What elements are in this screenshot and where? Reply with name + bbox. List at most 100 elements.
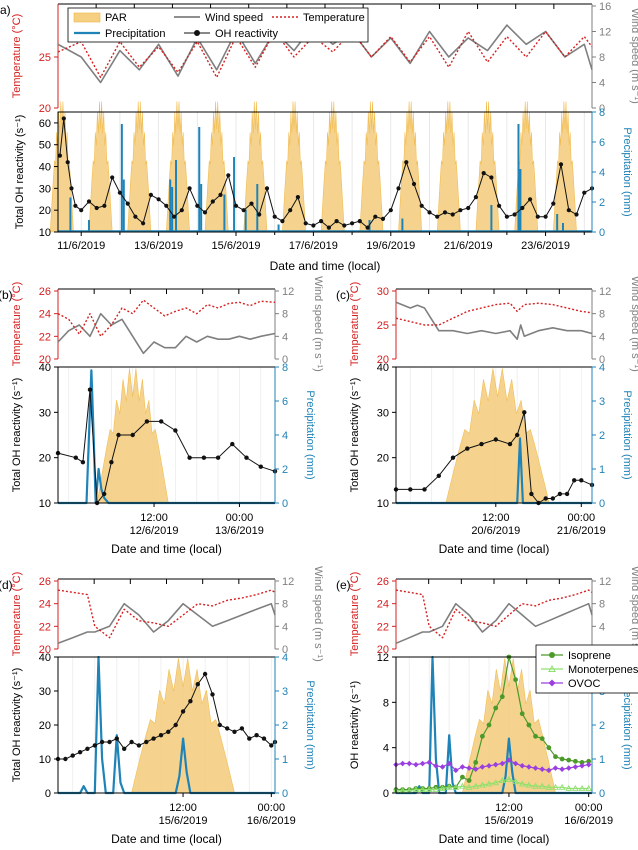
panel-a-oh-point xyxy=(79,208,84,213)
panel-a-oh-point xyxy=(404,160,409,165)
panel-d-oh-point xyxy=(269,743,274,748)
panel-b-temp-line xyxy=(57,299,276,337)
panel-a-wind-tick-label: 16 xyxy=(599,1,611,13)
panel-e-monoterpene-point xyxy=(538,782,546,789)
panel-a-oh-point xyxy=(241,208,246,213)
panel-b-oh-point xyxy=(87,387,93,392)
panel-e-isoprene-point xyxy=(466,778,472,783)
panel-e-isoprene-point xyxy=(473,760,479,765)
panel-a-oh-tick-label: 40 xyxy=(39,162,51,174)
panel-c-oh-axis-label: Total OH reactivity (s⁻¹) xyxy=(349,378,361,493)
panel-b-x-tick-date: 12/6/2019 xyxy=(130,525,179,537)
panel-a-oh-point xyxy=(380,216,386,221)
panel-b-oh-tick-label: 10 xyxy=(39,498,51,510)
panel-a-label: (a) xyxy=(0,3,11,17)
panel-a-legend-label: Temperature xyxy=(303,12,365,24)
panel-a-legend-label: PAR xyxy=(105,12,127,24)
panel-a-oh-point xyxy=(102,203,107,208)
panel-e-monoterpene-point xyxy=(485,780,493,787)
panel-a-par-area xyxy=(552,101,577,233)
panel-e-isoprene-point xyxy=(533,733,538,739)
panel-d-oh-point xyxy=(232,729,237,734)
panel-e-monoterpene-point xyxy=(505,775,513,782)
panel-c-oh-point xyxy=(572,478,577,483)
panel-b-oh-point xyxy=(130,432,135,438)
panel-c-wind-axis-label: Wind speed (m s⁻¹) xyxy=(629,276,638,372)
panel-e-temp-axis-label: Temperature (°C) xyxy=(349,572,361,656)
panel-a-oh-point xyxy=(481,171,486,176)
panel-c-x-tick-date: 20/6/2019 xyxy=(471,525,520,537)
panel-a-oh-tick-label: 30 xyxy=(39,183,51,195)
panel-e-isoprene-point xyxy=(499,694,505,700)
panel-e-precip-tick-label: 2 xyxy=(599,720,605,732)
panel-b-oh-point xyxy=(244,455,249,460)
panel-c-precip-tick-label: 0 xyxy=(599,498,605,510)
panel-a-oh-point xyxy=(218,192,223,197)
panel-c-temp-line xyxy=(395,302,593,326)
panel-e-ovoc-point xyxy=(532,765,539,771)
panel-b-precip-axis-label: Precipitation (mm) xyxy=(304,390,316,479)
panel-a-legend-swatch xyxy=(73,12,101,23)
panel-d-temp-tick-label: 26 xyxy=(39,576,51,588)
panel-a-oh-tick-label: 50 xyxy=(39,140,51,152)
panel-e-legend-swatch-marker xyxy=(549,652,555,658)
panel-d-oh-point xyxy=(188,699,193,704)
panel-c-oh-point xyxy=(450,455,456,460)
panel-d-oh-point xyxy=(63,756,68,762)
panel-a-oh-point xyxy=(334,219,339,224)
panel-c-oh-tick-label: 40 xyxy=(377,362,389,374)
panel-a-oh-point xyxy=(61,116,66,121)
panel-a-oh-point xyxy=(311,223,316,228)
panel-b-oh-point xyxy=(159,419,164,424)
panel-a-oh-point xyxy=(156,197,161,202)
panel-e-x-tick-label: 00:00 xyxy=(575,802,603,814)
panel-c-precip-tick-label: 2 xyxy=(599,430,605,442)
panel-e-x-tick-date: 15/6/2019 xyxy=(484,815,533,827)
panel-a-oh-point xyxy=(450,212,455,217)
panel-d-oh-point xyxy=(107,739,112,745)
panel-a-oh-point xyxy=(303,221,308,226)
panel-a-x-tick-label: 19/6/2019 xyxy=(366,240,415,252)
panel-b-oh-point xyxy=(73,455,79,460)
panel-b-x-tick-label: 12:00 xyxy=(140,512,168,524)
panel-e-ovoc-point xyxy=(492,761,499,768)
panel-d-precip-tick-label: 0 xyxy=(282,788,288,800)
panel-e-isoprene-point xyxy=(493,705,499,711)
panel-a-oh-point xyxy=(551,201,556,206)
panel-d-precip-tick-label: 4 xyxy=(282,652,288,664)
panel-b-temp-axis-label: Temperature (°C) xyxy=(11,282,23,366)
panel-d-oh-axis-label: Total OH reactivity (s⁻¹) xyxy=(11,668,23,783)
panel-e-ovoc-point xyxy=(539,766,545,772)
panel-d-oh-point xyxy=(166,729,171,734)
panel-d-oh-point xyxy=(129,739,134,745)
panel-a-oh-point xyxy=(528,197,533,202)
panel-e-ovoc-point xyxy=(506,757,512,763)
panel-e-monoterpene-point xyxy=(512,778,519,785)
panel-e-wind-line xyxy=(395,602,593,645)
panel-a-oh-point xyxy=(249,201,254,206)
panel-b-temp-tick-label: 22 xyxy=(39,331,51,343)
panel-a-oh-point xyxy=(86,199,92,204)
panel-a-oh-tick-label: 60 xyxy=(39,118,51,130)
panel-d-oh-point xyxy=(70,753,75,758)
panel-b-x-tick-label: 00:00 xyxy=(226,512,254,524)
panel-d-x-tick-date: 15/6/2019 xyxy=(159,815,208,827)
panel-d-oh-point xyxy=(180,709,186,714)
panel-b-oh-tick-label: 30 xyxy=(39,407,51,419)
panel-e-ovoc-point xyxy=(552,765,559,771)
panel-d-oh-tick-label: 10 xyxy=(39,754,51,766)
panel-d-wind-tick-label: 12 xyxy=(282,576,294,588)
panel-a-legend-box xyxy=(67,7,369,43)
panel-b-precip-tick-label: 8 xyxy=(282,362,288,374)
panel-e-ovoc-point xyxy=(479,764,486,770)
panel-c-xlabel: Date and time (local) xyxy=(439,542,550,556)
panel-c-x-tick-label: 12:00 xyxy=(482,512,510,524)
panel-e-legend-label: OVOC xyxy=(568,678,600,690)
panel-d-oh-point xyxy=(195,682,200,687)
panel-e-monoterpene-point xyxy=(558,783,566,790)
panel-e-isoprene-point xyxy=(586,758,592,764)
panel-a-oh-point xyxy=(226,173,231,178)
panel-d-oh-point xyxy=(173,722,178,728)
panel-a-oh-point xyxy=(357,219,362,224)
panel-e-label: (e) xyxy=(336,578,351,592)
